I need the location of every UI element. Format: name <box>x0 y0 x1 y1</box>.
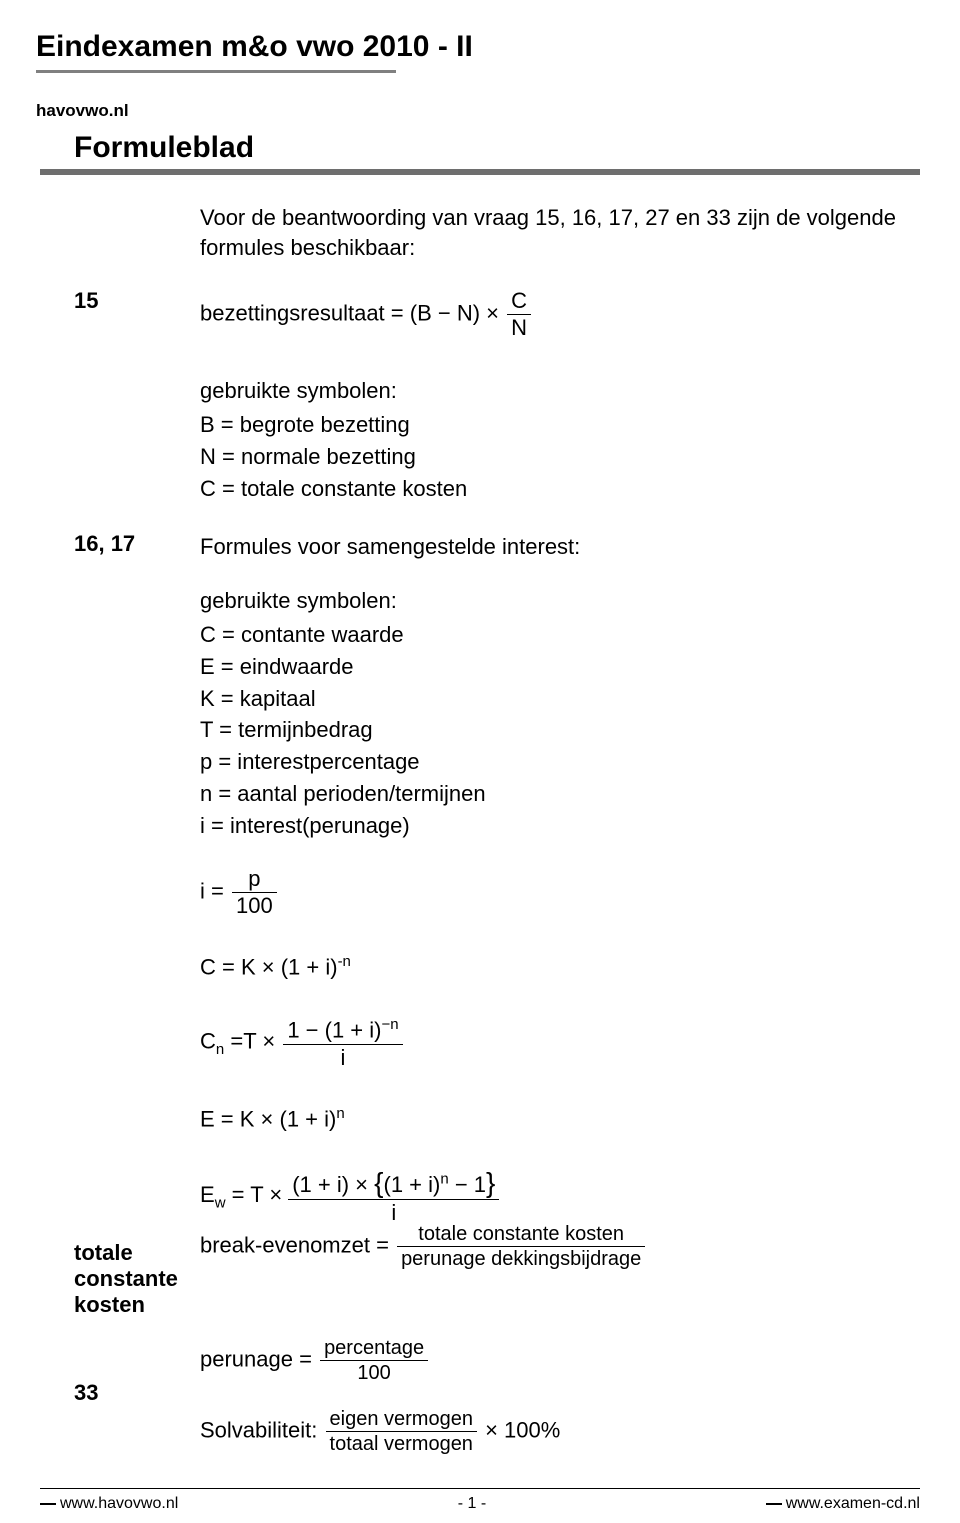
formula-lhs: bezettingsresultaat = (B − N) × <box>200 301 499 326</box>
formula-contante-waarde: C = K × (1 + i)-n <box>200 951 920 983</box>
exponent: n <box>440 1170 448 1187</box>
formula-lhs: break-evenomzet = <box>200 1232 389 1257</box>
question-number: 15 <box>40 288 200 314</box>
question-27: totale constante kosten break-evenomzet … <box>40 1222 920 1318</box>
subsection-heading: Formules voor samengestelde interest: <box>200 531 920 563</box>
question-number: 33 <box>40 1336 200 1406</box>
fraction: eigen vermogen totaal vermogen <box>326 1409 477 1454</box>
footer-rule <box>40 1488 920 1490</box>
fraction-denominator: 100 <box>232 893 277 917</box>
formula-bezettingsresultaat: bezettingsresultaat = (B − N) × C N <box>200 290 920 339</box>
formula-lhs-pre: C <box>200 1029 216 1054</box>
document-title: Eindexamen m&o vwo 2010 - II <box>36 30 920 64</box>
exponent: n <box>336 1105 344 1122</box>
fraction-denominator: perunage dekkingsbijdrage <box>397 1247 645 1269</box>
intro-text: Voor de beantwoording van vraag 15, 16, … <box>200 203 920 262</box>
section-title: Formuleblad <box>74 131 920 165</box>
fraction-denominator: i <box>288 1200 499 1224</box>
fraction-denominator: totaal vermogen <box>326 1432 477 1454</box>
subscript: n <box>216 1041 224 1058</box>
symbol-line: p = interestpercentage <box>200 746 920 778</box>
fraction: 1 − (1 + i)−n i <box>283 1017 402 1068</box>
formula-eindwaarde: E = K × (1 + i)n <box>200 1103 920 1135</box>
title-underline <box>36 70 396 73</box>
question-number: 16, 17 <box>40 531 200 557</box>
fraction-numerator: totale constante kosten <box>397 1224 645 1247</box>
symbol-line: i = interest(perunage) <box>200 810 920 842</box>
symbol-line: E = eindwaarde <box>200 651 920 683</box>
fraction-numerator: p <box>232 868 277 893</box>
formula-lhs-post: = T × <box>226 1182 283 1207</box>
symbols-heading: gebruikte symbolen: <box>200 375 920 407</box>
question-33: 33 perunage = percentage 100 Solvabilite… <box>40 1336 920 1468</box>
fraction-denominator: N <box>507 315 531 339</box>
formula-cn: Cn =T × 1 − (1 + i)−n i <box>200 1017 920 1068</box>
site-label: havovwo.nl <box>36 101 920 121</box>
formula-body: C = K × (1 + i) <box>200 954 338 979</box>
brace-open: { <box>374 1167 383 1198</box>
symbol-line: C = totale constante kosten <box>200 473 920 505</box>
fraction-denominator: i <box>283 1045 402 1069</box>
question-15: 15 bezettingsresultaat = (B − N) × C N g… <box>40 288 920 531</box>
footer-right: www.examen-cd.nl <box>766 1495 920 1513</box>
symbol-line: C = contante waarde <box>200 619 920 651</box>
formula-lhs-pre: E <box>200 1182 215 1207</box>
formula-lhs: perunage = <box>200 1346 312 1371</box>
formula-perunage: perunage = percentage 100 <box>200 1338 920 1383</box>
fraction: C N <box>507 290 531 339</box>
exponent: -n <box>338 953 351 970</box>
symbol-line: T = termijnbedrag <box>200 714 920 746</box>
symbol-line: B = begrote bezetting <box>200 409 920 441</box>
page-footer: www.havovwo.nl - 1 - www.examen-cd.nl <box>0 1488 960 1514</box>
symbol-definitions: gebruikte symbolen: C = contante waarde … <box>200 585 920 842</box>
formula-lhs-post: =T × <box>224 1029 275 1054</box>
fraction-numerator: (1 + i) × {(1 + i)n − 1} <box>288 1169 499 1200</box>
formula-i: i = p 100 <box>200 868 920 917</box>
fraction: percentage 100 <box>320 1338 428 1383</box>
formula-tail: × 100% <box>485 1417 560 1442</box>
formula-lhs: i = <box>200 878 224 903</box>
dash-icon <box>766 1503 782 1505</box>
symbols-heading: gebruikte symbolen: <box>200 585 920 617</box>
footer-left: www.havovwo.nl <box>40 1495 178 1513</box>
symbol-line: K = kapitaal <box>200 683 920 715</box>
subscript: w <box>215 1194 226 1211</box>
fraction-numerator: 1 − (1 + i)−n <box>283 1017 402 1044</box>
formula-break-even: break-evenomzet = totale constante koste… <box>200 1224 920 1269</box>
question-number: totale constante kosten <box>40 1222 200 1318</box>
symbol-definitions: gebruikte symbolen: B = begrote bezettin… <box>200 375 920 505</box>
exponent: −n <box>381 1016 398 1033</box>
fraction: totale constante kosten perunage dekking… <box>397 1224 645 1269</box>
page: Eindexamen m&o vwo 2010 - II havovwo.nl … <box>0 0 960 1523</box>
formula-ew: Ew = T × (1 + i) × {(1 + i)n − 1} i <box>200 1169 920 1224</box>
formula-body: E = K × (1 + i) <box>200 1106 336 1131</box>
brace-close: } <box>486 1167 495 1198</box>
fraction-denominator: 100 <box>320 1361 428 1383</box>
fraction: (1 + i) × {(1 + i)n − 1} i <box>288 1169 499 1224</box>
fraction-numerator: percentage <box>320 1338 428 1361</box>
question-16-17: 16, 17 Formules voor samengestelde inter… <box>40 531 920 1238</box>
symbol-line: N = normale bezetting <box>200 441 920 473</box>
page-number: - 1 - <box>458 1495 486 1513</box>
dash-icon <box>40 1503 56 1505</box>
section-underline <box>40 169 920 175</box>
fraction: p 100 <box>232 868 277 917</box>
fraction-numerator: eigen vermogen <box>326 1409 477 1432</box>
formula-solvabiliteit: Solvabiliteit: eigen vermogen totaal ver… <box>200 1409 920 1454</box>
fraction-numerator: C <box>507 290 531 315</box>
formula-lhs: Solvabiliteit: <box>200 1417 317 1442</box>
symbol-line: n = aantal perioden/termijnen <box>200 778 920 810</box>
